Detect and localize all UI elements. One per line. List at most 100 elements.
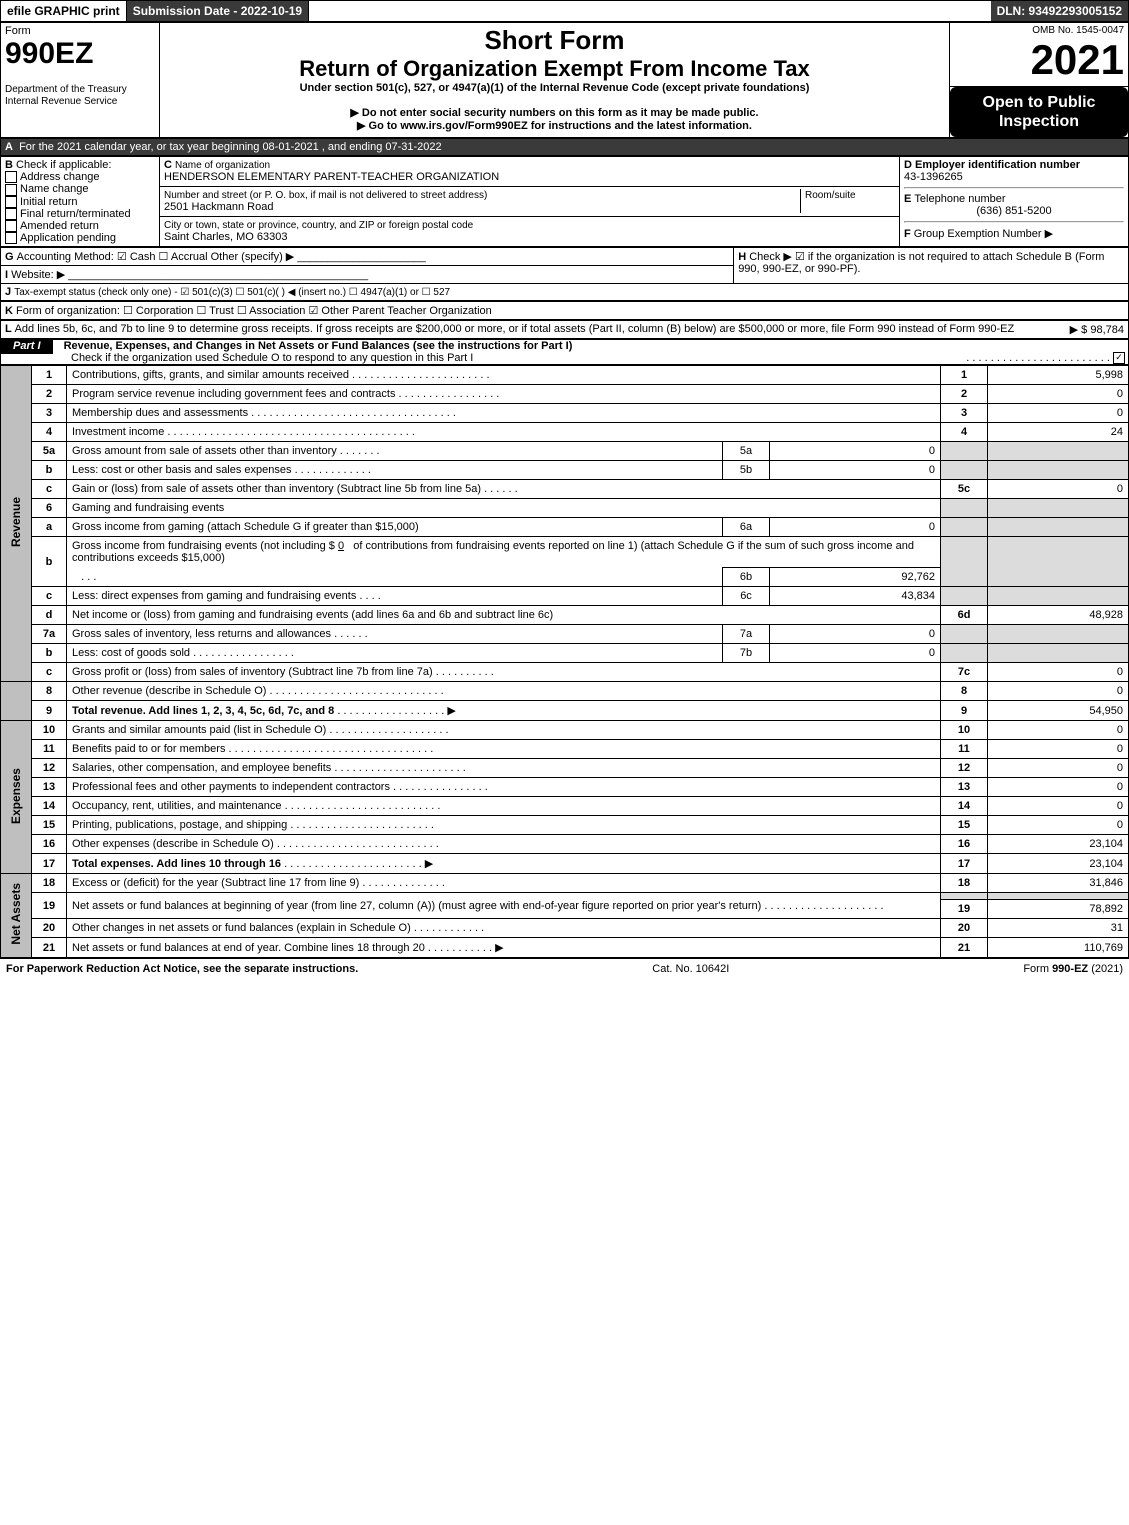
l10-desc: Grants and similar amounts paid (list in… <box>72 724 326 736</box>
l19-desc: Net assets or fund balances at beginning… <box>72 900 761 912</box>
ghij-block: G Accounting Method: ☑ Cash ☐ Accrual Ot… <box>0 247 1129 301</box>
l6a-sub: 6a <box>723 518 770 537</box>
l16-val: 23,104 <box>988 835 1129 854</box>
l8-val: 0 <box>988 682 1129 701</box>
footer-center: Cat. No. 10642I <box>652 963 729 975</box>
line-l: L Add lines 5b, 6c, and 7b to line 9 to … <box>0 320 1129 339</box>
l21-no: 21 <box>32 938 67 958</box>
l6a-desc: Gross income from gaming (attach Schedul… <box>72 521 419 533</box>
l5b-desc: Less: cost or other basis and sales expe… <box>72 464 292 476</box>
l6-desc: Gaming and fundraising events <box>72 502 224 514</box>
l12-val: 0 <box>988 759 1129 778</box>
chk-schedule-o[interactable]: ✓ <box>1113 352 1125 364</box>
l2-val: 0 <box>988 385 1129 404</box>
l12-desc: Salaries, other compensation, and employ… <box>72 762 331 774</box>
l1-num: 1 <box>941 366 988 385</box>
l17-num: 17 <box>941 854 988 874</box>
l14-desc: Occupancy, rent, utilities, and maintena… <box>72 800 282 812</box>
dept-label: Department of the Treasury Internal Reve… <box>5 84 127 107</box>
l6-no: 6 <box>32 499 67 518</box>
l7a-sub: 7a <box>723 625 770 644</box>
l16-desc: Other expenses (describe in Schedule O) <box>72 838 274 850</box>
opt-application-pending: Application pending <box>20 232 116 244</box>
l6b-subval: 92,762 <box>770 568 941 587</box>
l3-desc: Membership dues and assessments <box>72 407 248 419</box>
l6d-num: 6d <box>941 606 988 625</box>
line-g: Accounting Method: ☑ Cash ☐ Accrual Othe… <box>17 251 295 263</box>
chk-address-change[interactable] <box>5 171 17 183</box>
l2-num: 2 <box>941 385 988 404</box>
form-word: Form <box>5 25 31 37</box>
title-short-form: Short Form <box>164 25 945 56</box>
l7c-num: 7c <box>941 663 988 682</box>
l14-val: 0 <box>988 797 1129 816</box>
l9-val: 54,950 <box>988 701 1129 721</box>
l15-no: 15 <box>32 816 67 835</box>
l1-no: 1 <box>32 366 67 385</box>
page-footer: For Paperwork Reduction Act Notice, see … <box>0 958 1129 979</box>
sidetab-expenses: Expenses <box>1 721 32 874</box>
form-header-table: Form 990EZ Department of the Treasury In… <box>0 22 1129 138</box>
l9-no: 9 <box>32 701 67 721</box>
l6b-desc1: Gross income from fundraising events (no… <box>72 540 335 552</box>
ein: 43-1396265 <box>904 171 963 183</box>
l11-no: 11 <box>32 740 67 759</box>
l8-desc: Other revenue (describe in Schedule O) <box>72 685 266 697</box>
l15-desc: Printing, publications, postage, and shi… <box>72 819 287 831</box>
line-a-text: For the 2021 calendar year, or tax year … <box>19 141 442 153</box>
c-addr-label: Number and street (or P. O. box, if mail… <box>164 190 487 201</box>
e-label: Telephone number <box>914 193 1005 205</box>
chk-final-return[interactable] <box>5 208 17 220</box>
l10-no: 10 <box>32 721 67 740</box>
l11-val: 0 <box>988 740 1129 759</box>
l21-arrow: ▶ <box>495 942 503 954</box>
l14-no: 14 <box>32 797 67 816</box>
l11-num: 11 <box>941 740 988 759</box>
chk-amended-return[interactable] <box>5 220 17 232</box>
subtitle-1: Under section 501(c), 527, or 4947(a)(1)… <box>164 82 945 94</box>
l1-desc: Contributions, gifts, grants, and simila… <box>72 369 349 381</box>
l6d-val: 48,928 <box>988 606 1129 625</box>
opt-address-change: Address change <box>20 171 100 183</box>
l6b-no: b <box>32 537 67 587</box>
l4-val: 24 <box>988 423 1129 442</box>
l4-no: 4 <box>32 423 67 442</box>
c-name-label: Name of organization <box>175 160 270 171</box>
chk-application-pending[interactable] <box>5 232 17 244</box>
l13-val: 0 <box>988 778 1129 797</box>
l7b-subval: 0 <box>770 644 941 663</box>
l3-num: 3 <box>941 404 988 423</box>
l18-desc: Excess or (deficit) for the year (Subtra… <box>72 877 359 889</box>
telephone: (636) 851-5200 <box>904 205 1124 217</box>
l21-num: 21 <box>941 938 988 958</box>
line-k-text: Form of organization: ☐ Corporation ☐ Tr… <box>16 305 492 317</box>
l5a-no: 5a <box>32 442 67 461</box>
l5b-sub: 5b <box>723 461 770 480</box>
org-city: Saint Charles, MO 63303 <box>164 231 288 243</box>
l5a-desc: Gross amount from sale of assets other t… <box>72 445 337 457</box>
l6d-desc: Net income or (loss) from gaming and fun… <box>72 609 553 621</box>
top-bar: efile GRAPHIC print Submission Date - 20… <box>0 0 1129 22</box>
l5b-no: b <box>32 461 67 480</box>
l17-val: 23,104 <box>988 854 1129 874</box>
chk-name-change[interactable] <box>5 184 17 196</box>
efile-label[interactable]: efile GRAPHIC print <box>1 1 127 21</box>
l6c-sub: 6c <box>723 587 770 606</box>
l10-val: 0 <box>988 721 1129 740</box>
line-k: K Form of organization: ☐ Corporation ☐ … <box>0 301 1129 320</box>
chk-initial-return[interactable] <box>5 196 17 208</box>
l7c-desc: Gross profit or (loss) from sales of inv… <box>72 666 433 678</box>
room-suite-label: Room/suite <box>805 190 856 201</box>
l20-no: 20 <box>32 919 67 938</box>
subtitle-3[interactable]: ▶ Go to www.irs.gov/Form990EZ for instru… <box>164 119 945 132</box>
l17-arrow: ▶ <box>425 858 433 870</box>
l21-desc: Net assets or fund balances at end of ye… <box>72 942 425 954</box>
l16-num: 16 <box>941 835 988 854</box>
l6a-no: a <box>32 518 67 537</box>
l7c-val: 0 <box>988 663 1129 682</box>
l19-val: 78,892 <box>988 900 1129 919</box>
l1-val: 5,998 <box>988 366 1129 385</box>
bcdef-block: B Check if applicable: Address change Na… <box>0 156 1129 247</box>
l7a-desc: Gross sales of inventory, less returns a… <box>72 628 331 640</box>
l5c-no: c <box>32 480 67 499</box>
